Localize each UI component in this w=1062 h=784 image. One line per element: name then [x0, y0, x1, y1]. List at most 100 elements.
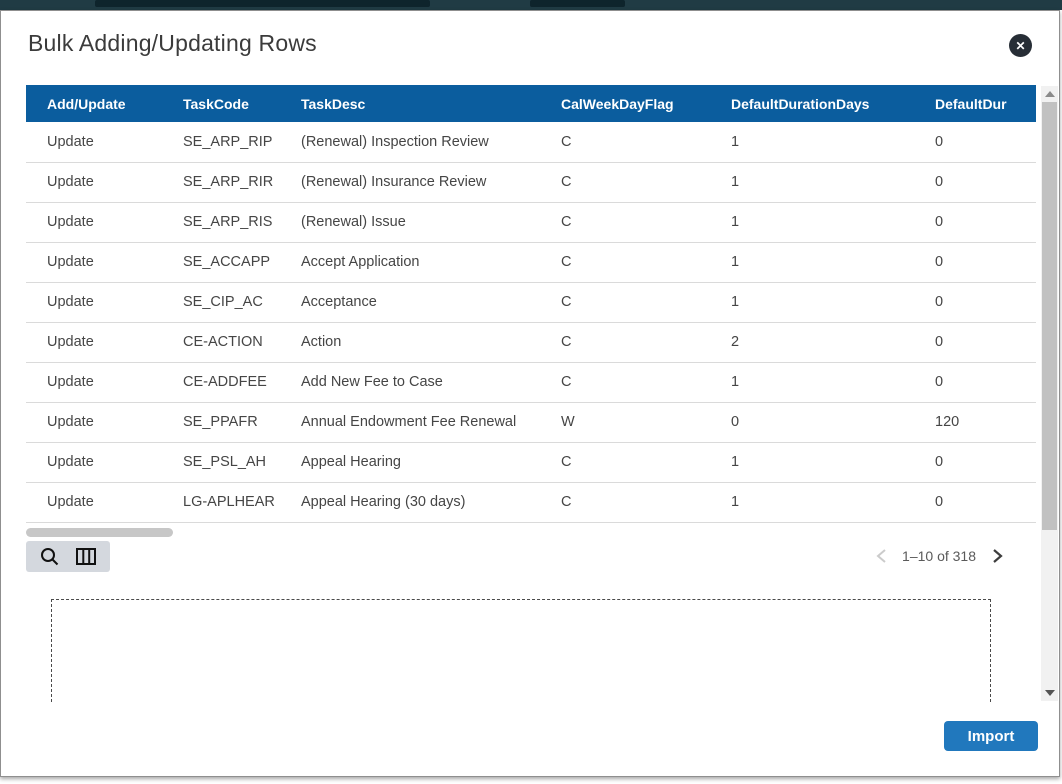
- import-preview-table-container: Add/Update TaskCode TaskDesc CalWeekDayF…: [26, 85, 1036, 523]
- chevron-right-icon: [992, 548, 1003, 564]
- search-icon: [40, 547, 59, 566]
- scroll-down-button[interactable]: [1041, 686, 1058, 700]
- obscured-app-bar-text: [530, 0, 625, 7]
- table-cell: CE-ACTION: [162, 322, 280, 362]
- table-row[interactable]: UpdateCE-ACTIONActionC20: [26, 322, 1036, 362]
- table-cell: SE_CIP_AC: [162, 282, 280, 322]
- table-cell: SE_ARP_RIS: [162, 202, 280, 242]
- table-cell: C: [540, 122, 710, 162]
- table-cell: CE-ADDFEE: [162, 362, 280, 402]
- table-cell: Update: [26, 242, 162, 282]
- table-header-row: Add/Update TaskCode TaskDesc CalWeekDayF…: [26, 85, 1036, 122]
- table-cell: SE_ACCAPP: [162, 242, 280, 282]
- table-cell: 1: [710, 162, 914, 202]
- table-row[interactable]: UpdateCE-ADDFEEAdd New Fee to CaseC10: [26, 362, 1036, 402]
- table-cell: Update: [26, 482, 162, 522]
- horizontal-scrollbar-thumb[interactable]: [26, 528, 173, 537]
- column-header-defaultdur[interactable]: DefaultDur: [914, 85, 1036, 122]
- column-header-calweekdayflag[interactable]: CalWeekDayFlag: [540, 85, 710, 122]
- bulk-add-update-dialog: Bulk Adding/Updating Rows ✕ Add/Update T…: [0, 10, 1060, 777]
- table-cell: 0: [914, 162, 1036, 202]
- top-app-bar: [0, 0, 1062, 10]
- table-cell: Annual Endowment Fee Renewal: [280, 402, 540, 442]
- table-cell: 0: [914, 482, 1036, 522]
- table-cell: Add New Fee to Case: [280, 362, 540, 402]
- table-cell: C: [540, 202, 710, 242]
- import-preview-table: Add/Update TaskCode TaskDesc CalWeekDayF…: [26, 85, 1036, 523]
- table-row[interactable]: UpdateSE_CIP_ACAcceptanceC10: [26, 282, 1036, 322]
- table-row[interactable]: UpdateSE_ARP_RIP(Renewal) Inspection Rev…: [26, 122, 1036, 162]
- previous-page-button[interactable]: [874, 548, 888, 564]
- triangle-up-icon: [1045, 91, 1055, 97]
- next-page-button[interactable]: [990, 548, 1004, 564]
- table-row[interactable]: UpdateSE_ACCAPPAccept ApplicationC10: [26, 242, 1036, 282]
- table-cell: Update: [26, 442, 162, 482]
- table-cell: Update: [26, 322, 162, 362]
- table-cell: 1: [710, 242, 914, 282]
- grid-toolbar: [26, 541, 110, 572]
- pagination: 1–10 of 318: [874, 545, 1004, 567]
- column-header-add-update[interactable]: Add/Update: [26, 85, 162, 122]
- column-header-taskcode[interactable]: TaskCode: [162, 85, 280, 122]
- table-cell: 2: [710, 322, 914, 362]
- column-header-taskdesc[interactable]: TaskDesc: [280, 85, 540, 122]
- table-row[interactable]: UpdateSE_PSL_AHAppeal HearingC10: [26, 442, 1036, 482]
- pagination-range-label: 1–10 of 318: [902, 548, 976, 564]
- table-cell: 0: [914, 442, 1036, 482]
- table-cell: 0: [914, 122, 1036, 162]
- table-cell: 1: [710, 122, 914, 162]
- table-cell: (Renewal) Insurance Review: [280, 162, 540, 202]
- table-cell: Appeal Hearing (30 days): [280, 482, 540, 522]
- table-cell: W: [540, 402, 710, 442]
- table-cell: Update: [26, 402, 162, 442]
- table-cell: C: [540, 482, 710, 522]
- table-cell: Update: [26, 122, 162, 162]
- page-title: Bulk Adding/Updating Rows: [28, 30, 317, 57]
- table-cell: 1: [710, 442, 914, 482]
- table-cell: C: [540, 362, 710, 402]
- file-drop-zone[interactable]: [51, 599, 991, 702]
- table-cell: 1: [710, 282, 914, 322]
- table-cell: (Renewal) Issue: [280, 202, 540, 242]
- table-cell: 1: [710, 482, 914, 522]
- table-row[interactable]: UpdateSE_PPAFRAnnual Endowment Fee Renew…: [26, 402, 1036, 442]
- triangle-down-icon: [1045, 690, 1055, 696]
- table-cell: 120: [914, 402, 1036, 442]
- table-cell: SE_PPAFR: [162, 402, 280, 442]
- table-cell: 0: [914, 282, 1036, 322]
- table-cell: SE_ARP_RIP: [162, 122, 280, 162]
- vertical-scrollbar-thumb[interactable]: [1042, 102, 1057, 530]
- table-cell: Accept Application: [280, 242, 540, 282]
- vertical-scrollbar[interactable]: [1041, 86, 1058, 701]
- table-cell: C: [540, 442, 710, 482]
- table-body: UpdateSE_ARP_RIP(Renewal) Inspection Rev…: [26, 122, 1036, 522]
- close-icon: ✕: [1015, 40, 1025, 52]
- table-cell: 0: [914, 322, 1036, 362]
- table-cell: 1: [710, 202, 914, 242]
- table-cell: 0: [710, 402, 914, 442]
- table-cell: C: [540, 322, 710, 362]
- import-button[interactable]: Import: [944, 721, 1038, 751]
- table-cell: Action: [280, 322, 540, 362]
- table-cell: LG-APLHEAR: [162, 482, 280, 522]
- table-row[interactable]: UpdateSE_ARP_RIR(Renewal) Insurance Revi…: [26, 162, 1036, 202]
- chevron-left-icon: [876, 548, 887, 564]
- table-cell: Acceptance: [280, 282, 540, 322]
- search-button[interactable]: [37, 544, 63, 570]
- table-cell: 0: [914, 242, 1036, 282]
- table-cell: (Renewal) Inspection Review: [280, 122, 540, 162]
- table-cell: SE_PSL_AH: [162, 442, 280, 482]
- table-row[interactable]: UpdateLG-APLHEARAppeal Hearing (30 days)…: [26, 482, 1036, 522]
- table-cell: Update: [26, 362, 162, 402]
- close-button[interactable]: ✕: [1009, 34, 1032, 57]
- scroll-up-button[interactable]: [1041, 87, 1058, 101]
- table-cell: 1: [710, 362, 914, 402]
- table-cell: C: [540, 162, 710, 202]
- table-cell: 0: [914, 362, 1036, 402]
- table-cell: C: [540, 282, 710, 322]
- table-row[interactable]: UpdateSE_ARP_RIS(Renewal) IssueC10: [26, 202, 1036, 242]
- table-cell: Update: [26, 202, 162, 242]
- obscured-app-bar-text: [95, 0, 430, 7]
- column-header-defaultdurationdays[interactable]: DefaultDurationDays: [710, 85, 914, 122]
- column-chooser-button[interactable]: [73, 544, 99, 570]
